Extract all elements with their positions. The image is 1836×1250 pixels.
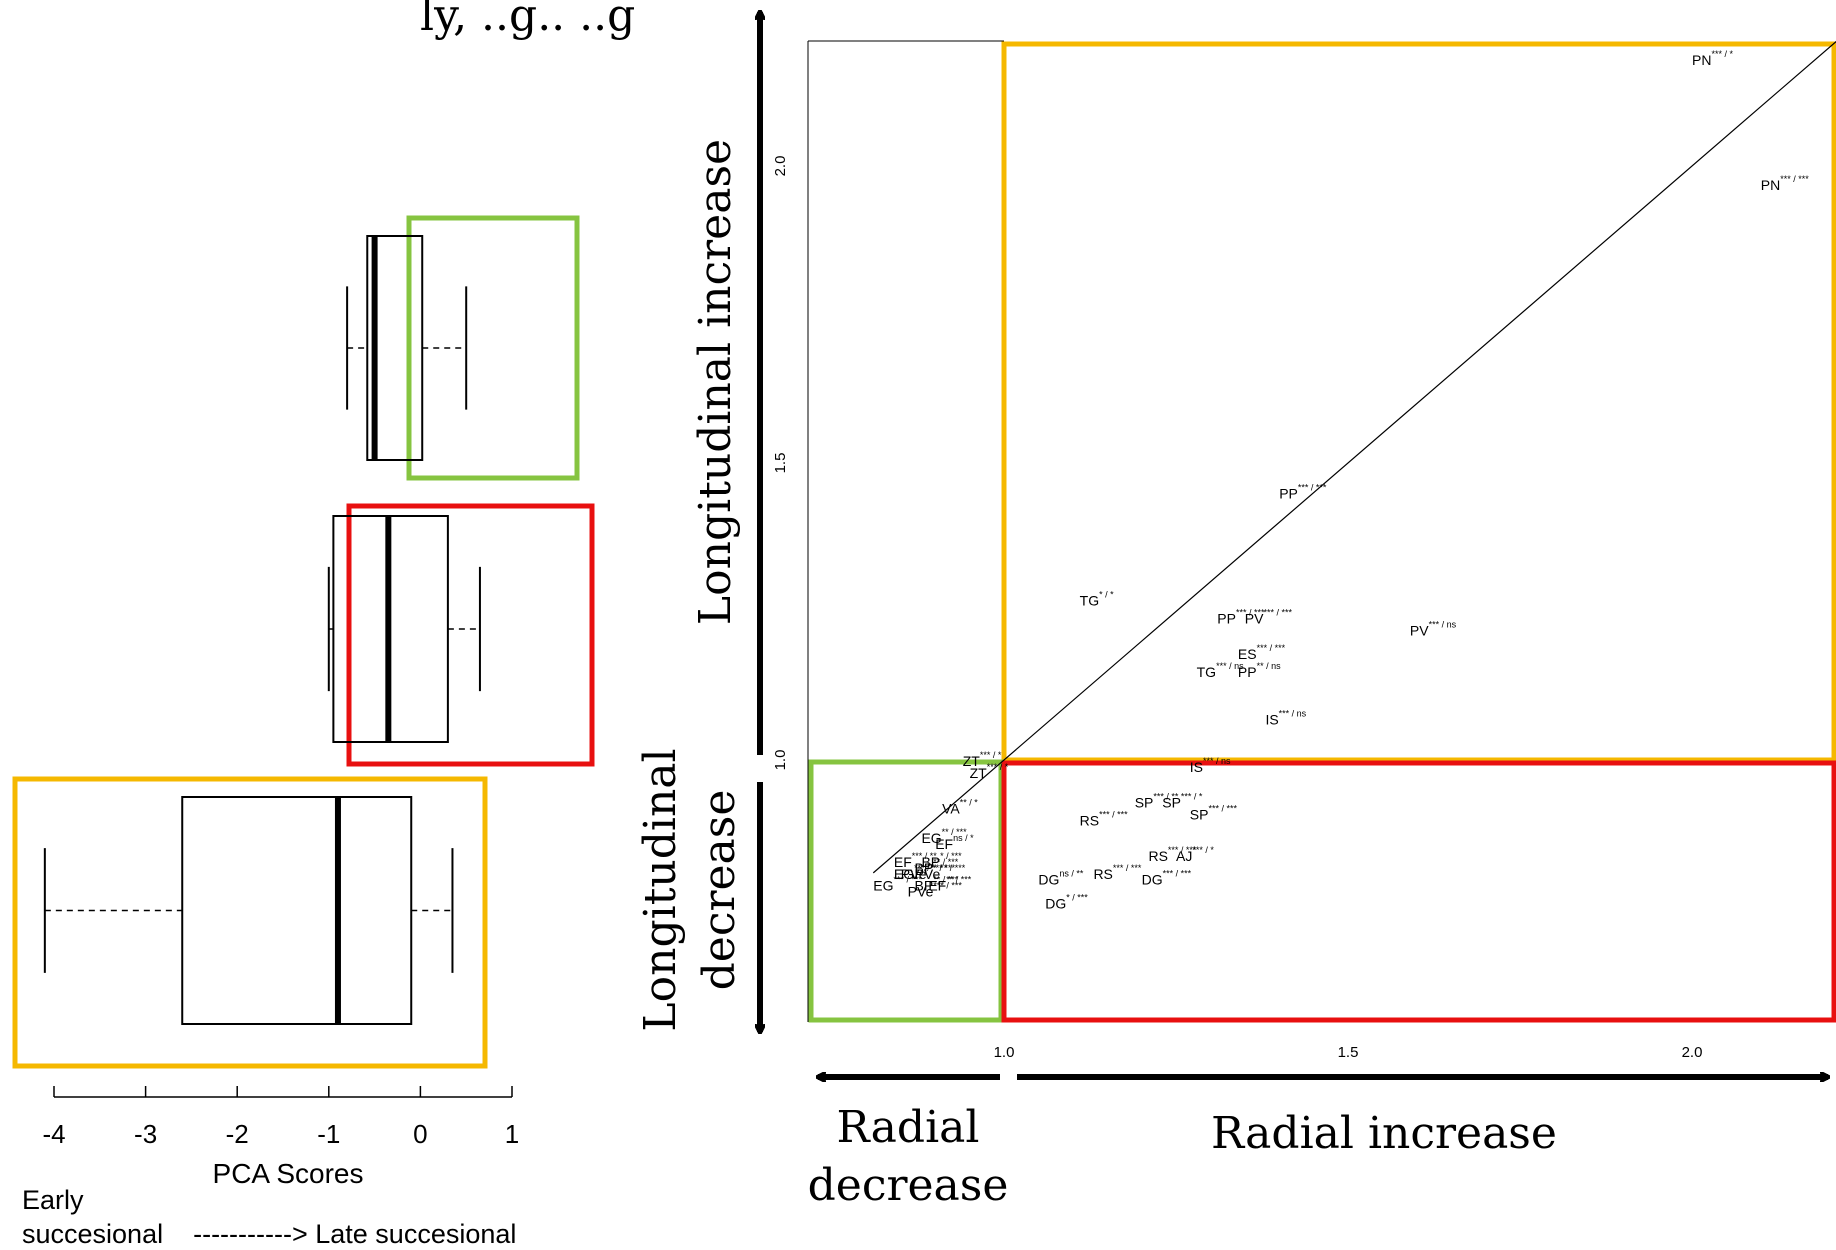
pca-tick-label: 0 [413,1119,427,1149]
point-label: AJ*** / * [1176,845,1214,864]
point-label: RS*** / *** [1093,863,1141,882]
point-label: PN*** / *** [1761,174,1809,193]
point-label: IS*** / ns [1265,708,1306,727]
pca-tick-label: -2 [226,1119,249,1149]
quadrant-radial-increase [1004,763,1834,1020]
x-tick-label: 2.0 [1682,1044,1703,1061]
radial-decrease-label-2: decrease [808,1160,1009,1211]
point-label: EFns / * [935,833,974,852]
point-label: DGns / ** [1038,869,1084,888]
longitudinal-decrease-label-2: decrease [694,790,745,991]
point-label: SP*** / *** [1190,803,1238,822]
y-tick-label: 1.5 [772,453,789,474]
pca-axis: -4 -3 -2 -1 0 1 [42,1086,519,1149]
y-tick-label: 1.0 [772,750,789,771]
pca-tick-label: 1 [505,1119,519,1149]
point-label: PP*** / *** [1279,483,1327,502]
point-label: PP** / ns [1238,661,1281,680]
succession-note: succesional -----------> Late succesiona… [22,1219,516,1249]
pca-axis-title: PCA Scores [213,1158,364,1189]
radial-decrease-label-1: Radial [837,1102,980,1153]
point-label: DG*** / *** [1142,869,1192,888]
radial-increase-label: Radial increase [1211,1108,1557,1159]
pca-tick-label: -4 [42,1119,65,1149]
reference-line [873,0,1836,873]
point-label: IS*** / ns [1190,756,1231,775]
point-label: VA** / * [942,797,978,816]
early-label: Early [22,1185,84,1215]
scatter-panel: 1.01.52.02.5 1.01.52.0 PN*** / *PN*** / … [635,0,1836,1211]
boxplot-panel: -4 -3 -2 -1 0 1 PCA Scores Early succesional … [15,218,592,1249]
point-label: PV*** / ns [1410,619,1457,638]
y-tick-label: 2.0 [772,156,789,177]
longitudinal-decrease-label-1: Longitudinal [635,748,686,1031]
point-label: RS*** / *** [1080,809,1128,828]
longitudinal-increase-label: Longitudinal increase [690,139,741,625]
pca-tick-label: -1 [317,1119,340,1149]
box-frame-early [15,779,485,1066]
point-label: DG* / *** [1045,893,1088,912]
point-label: PV*** / *** [1245,607,1293,626]
point-label: PN*** / * [1692,49,1733,68]
box-shapes [45,236,480,1024]
x-tick-label: 1.5 [1338,1044,1359,1061]
point-label: TG* / * [1080,590,1114,609]
header-fragment: ly, ..g.. ..g [420,0,635,41]
x-tick-label: 1.0 [994,1044,1015,1061]
point-label: PVe*** / *** [908,881,963,900]
point-label: ES*** / *** [1238,643,1286,662]
iqr-box [182,797,411,1024]
pca-tick-label: -3 [134,1119,157,1149]
